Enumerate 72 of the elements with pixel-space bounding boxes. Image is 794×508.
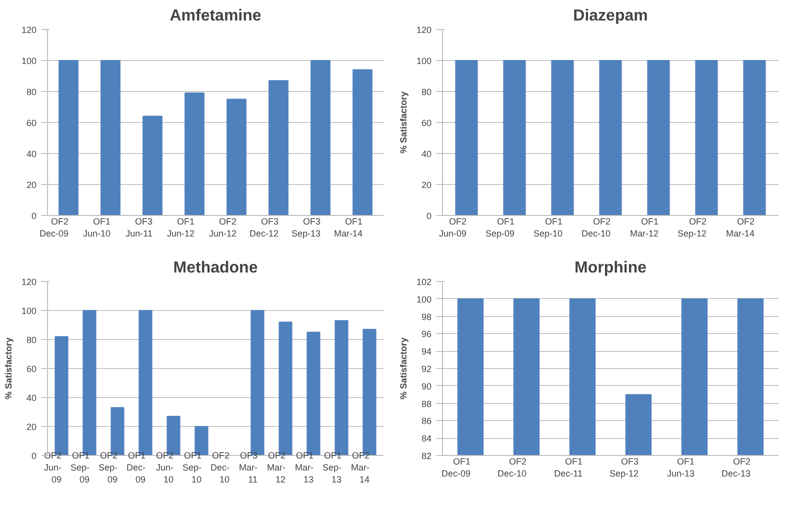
- x-tick-label: OF1 Sep-10: [182, 450, 202, 484]
- x-tick-label: OF2 Dec-13: [721, 456, 751, 478]
- y-tick-label: 40: [421, 149, 432, 159]
- x-tick-label: OF1 Jun-10: [82, 216, 111, 238]
- y-axis-title: % Satisfactory: [3, 337, 14, 400]
- x-tick-label: OF2 Jun-12: [208, 216, 237, 238]
- y-tick-label: 100: [416, 294, 432, 304]
- y-tick-label: 102: [416, 277, 432, 287]
- y-tick-label: 100: [21, 306, 37, 316]
- x-tick-label: OF1 Jun-13: [666, 456, 695, 478]
- x-tick-label: OF2 Jun-09: [438, 216, 467, 238]
- x-tick-label: OF1 Sep-09: [485, 216, 515, 238]
- y-tick-label: 88: [421, 398, 432, 409]
- x-tick-label: OF3 Sep-12: [609, 456, 639, 478]
- chart-title: Amfetamine: [170, 8, 262, 24]
- x-tick-label: OF1 Mar-12: [630, 216, 659, 238]
- y-tick-label: 100: [416, 56, 432, 66]
- chart-title: Morphine: [574, 260, 647, 276]
- y-tick-label: 80: [26, 335, 37, 345]
- x-tick-label: OF2 Dec-10: [581, 216, 611, 238]
- y-tick-label: 20: [26, 422, 37, 432]
- y-tick-label: 120: [21, 25, 37, 35]
- y-tick-label: 80: [26, 87, 37, 97]
- y-tick-label: 20: [421, 180, 432, 190]
- x-tick-label: OF2 Dec-09: [39, 216, 69, 238]
- y-tick-label: 90: [421, 381, 432, 392]
- x-tick-label: OF2 Mar-14: [726, 216, 755, 238]
- x-tick-label: OF2 Dec-10: [497, 456, 527, 478]
- chart-title: Diazepam: [573, 8, 648, 24]
- y-tick-label: 94: [421, 346, 432, 357]
- x-tick-label: OF1 Jun-12: [166, 216, 195, 238]
- y-tick-label: 20: [26, 180, 37, 190]
- y-axis-title: % Satisfactory: [398, 91, 408, 154]
- y-tick-label: 98: [421, 312, 432, 322]
- x-tick-label: OF1 Mar-13: [295, 450, 314, 484]
- x-tick-label: OF2 Sep-09: [98, 450, 118, 484]
- x-tick-label: OF2 Mar-12: [267, 450, 286, 484]
- x-tick-label: OF3 Dec-12: [249, 216, 279, 238]
- y-tick-label: 0: [31, 451, 37, 461]
- x-tick-label: OF1 Sep-10: [533, 216, 563, 238]
- x-tick-label: OF1 Dec-09: [441, 456, 471, 478]
- y-tick-label: 0: [426, 211, 432, 221]
- x-tick-label: OF3 Sep-13: [291, 216, 321, 238]
- x-tick-label: OF2 Mar-14: [351, 450, 370, 484]
- y-tick-label: 60: [26, 364, 37, 374]
- y-tick-label: 82: [421, 451, 432, 461]
- x-tick-label: OF1 Sep-09: [70, 450, 90, 484]
- x-tick-label: OF2 Jun-09: [44, 450, 62, 484]
- y-tick-label: 0: [31, 211, 37, 221]
- x-tick-label: OF2 Jun-10: [156, 450, 174, 484]
- y-tick-label: 80: [421, 87, 432, 97]
- chart-title: Methadone: [173, 260, 258, 276]
- y-tick-label: 84: [421, 434, 432, 444]
- x-tick-label: OF2 Sep-12: [677, 216, 707, 238]
- y-tick-label: 40: [26, 393, 37, 403]
- y-tick-label: 86: [421, 416, 432, 426]
- x-tick-label: OF3 Jun-11: [126, 216, 153, 238]
- x-tick-label: OF2 Dec-10: [210, 450, 230, 484]
- y-tick-label: 40: [26, 149, 37, 159]
- y-tick-label: 100: [21, 56, 37, 66]
- y-tick-label: 60: [421, 118, 432, 128]
- x-tick-label: OF1 Dec-11: [554, 456, 583, 478]
- x-tick-label: OF1 Mar-14: [334, 216, 363, 238]
- x-tick-label: OF1 Dec-09: [126, 450, 146, 484]
- x-tick-label: OF1 Sep-13: [322, 450, 342, 484]
- y-tick-label: 60: [26, 118, 37, 128]
- x-tick-label: OF3 Mar-11: [239, 450, 258, 484]
- y-tick-label: 120: [21, 277, 37, 287]
- y-tick-label: 96: [421, 329, 432, 340]
- y-tick-label: 120: [416, 25, 432, 35]
- y-axis-title: % Satisfactory: [398, 337, 408, 400]
- y-tick-label: 92: [421, 364, 432, 374]
